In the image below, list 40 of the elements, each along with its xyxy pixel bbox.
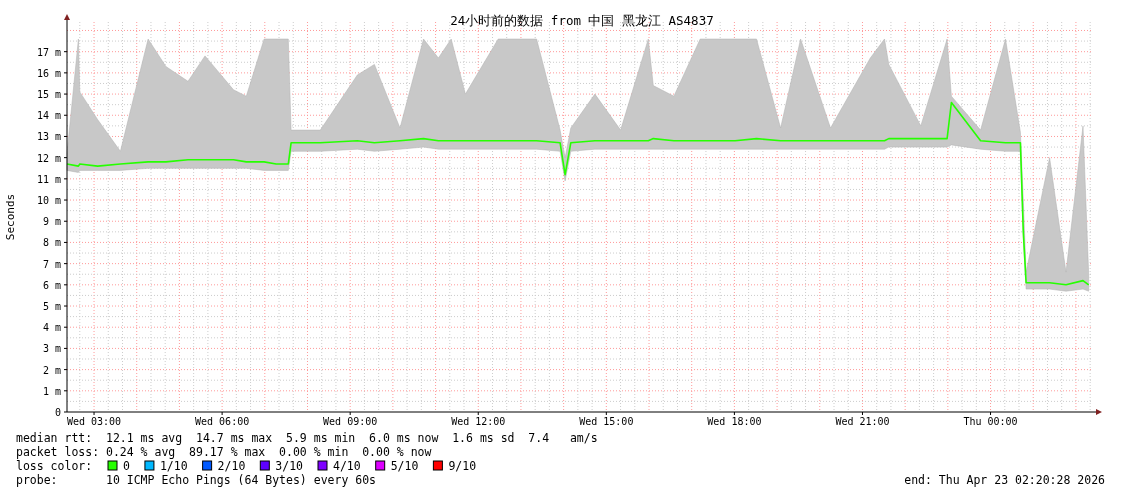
legend-label: 1/10 [159, 459, 188, 473]
x-tick-label: Wed 15:00 [579, 416, 634, 427]
y-tick-label: 16 m [36, 67, 61, 79]
y-tick-label: 15 m [36, 89, 61, 101]
y-tick-label: 11 m [36, 173, 61, 185]
x-tick-label: Wed 09:00 [323, 416, 378, 427]
y-tick-label: 12 m [36, 152, 61, 164]
y-tick-label: 0 [54, 407, 61, 418]
y-tick-label: 8 m [42, 237, 61, 249]
y-tick-label: 4 m [42, 322, 61, 334]
legend-label: 5/10 [390, 459, 419, 473]
x-tick-label: Wed 12:00 [451, 416, 506, 427]
y-tick-label: 7 m [42, 258, 61, 270]
legend-label: 4/10 [333, 459, 361, 473]
legend-title: loss color: [16, 459, 93, 473]
y-axis-title: Seconds [4, 193, 17, 241]
y-tick-label: 14 m [36, 110, 61, 122]
legend-label: 2/10 [217, 459, 246, 473]
y-tick-label: 17 m [36, 46, 61, 58]
text: packet loss: 0.24 % avg 89.17 % max 0.00 % min 0.00 % now [16, 445, 432, 459]
text: probe: 10 ICMP Echo Pings (64 Bytes) every 60s [16, 473, 377, 487]
y-tick-label: 2 m [42, 364, 61, 376]
text: end: Thu Apr 23 02:20:28 2026 [904, 473, 1106, 487]
legend-label: 0 [123, 459, 130, 473]
y-tick-label: 5 m [42, 301, 61, 313]
x-tick-label: Thu 00:00 [963, 416, 1018, 427]
legend-label: 9/10 [448, 459, 477, 473]
text: median rtt: 12.1 ms avg 14.7 ms max 5.9 ms min 6.0 ms now 1.6 ms sd 7.4 am/s [16, 431, 598, 445]
x-tick-label: Wed 06:00 [195, 416, 250, 427]
y-tick-label: 10 m [36, 195, 61, 207]
y-tick-label: 6 m [42, 279, 61, 291]
y-tick-label: 1 m [42, 385, 61, 397]
y-tick-label: 9 m [42, 216, 61, 228]
chart-title: 24小时前的数据 from 中国 黑龙江 AS4837 [450, 13, 714, 28]
x-tick-label: Wed 18:00 [707, 416, 762, 427]
x-tick-label: Wed 21:00 [835, 416, 890, 427]
y-tick-label: 3 m [42, 343, 61, 355]
y-tick-label: 13 m [36, 131, 61, 143]
legend-label: 3/10 [275, 459, 304, 473]
x-tick-label: Wed 03:00 [66, 416, 122, 427]
